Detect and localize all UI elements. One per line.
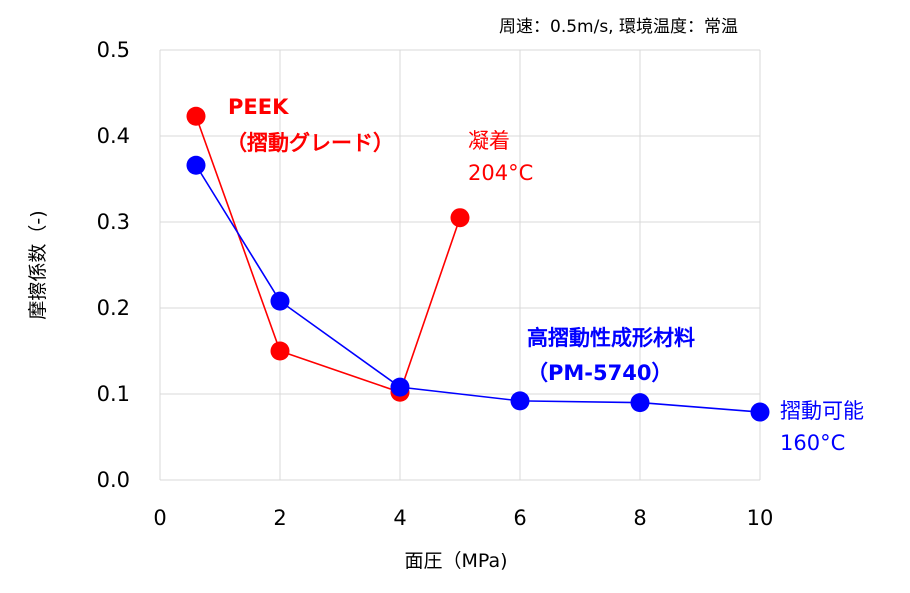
x-tick-label: 8 [633, 506, 646, 530]
series-label-peek-line1: PEEK [228, 95, 289, 119]
data-point [186, 155, 206, 175]
x-tick-label: 0 [153, 506, 166, 530]
y-axis-title: 摩擦係数（-) [27, 210, 49, 319]
series-label-peek-line2: （摺動グレード） [226, 131, 394, 155]
series-line-1 [195, 164, 761, 413]
data-point [450, 208, 470, 228]
series-label-pm5740-line1: 高摺動性成形材料 [527, 326, 695, 350]
data-point [630, 393, 650, 413]
conditions-label: 周速：0.5m/s, 環境温度：常温 [499, 17, 738, 37]
data-point [186, 106, 206, 126]
x-tick-label: 4 [393, 506, 406, 530]
series-layer [186, 106, 770, 422]
axes [159, 50, 760, 481]
tick-labels: 0.0 0.1 0.2 0.3 0.4 0.5 0 2 4 6 8 10 [97, 38, 774, 530]
x-tick-label: 2 [273, 506, 286, 530]
y-tick-label: 0.3 [97, 210, 130, 234]
data-point [750, 402, 770, 422]
data-point [270, 341, 290, 361]
data-point [510, 391, 530, 411]
x-tick-label: 6 [513, 506, 526, 530]
annotation-pm5740-line2: 160°C [780, 431, 845, 455]
y-tick-label: 0.1 [97, 382, 130, 406]
x-axis-title: 面圧（MPa) [404, 550, 507, 572]
series-line-0 [195, 115, 461, 394]
y-tick-label: 0.0 [97, 468, 130, 492]
series-label-pm5740-line2: （PM-5740） [527, 361, 672, 385]
y-tick-label: 0.2 [97, 296, 130, 320]
y-tick-label: 0.4 [97, 124, 130, 148]
data-point [390, 377, 410, 397]
annotation-pm5740-line1: 摺動可能 [780, 399, 864, 423]
data-point [270, 291, 290, 311]
x-tick-label: 10 [747, 506, 774, 530]
annotation-peek-line2: 204°C [468, 161, 533, 185]
annotation-peek-line1: 凝着 [468, 129, 510, 153]
y-tick-label: 0.5 [97, 38, 130, 62]
